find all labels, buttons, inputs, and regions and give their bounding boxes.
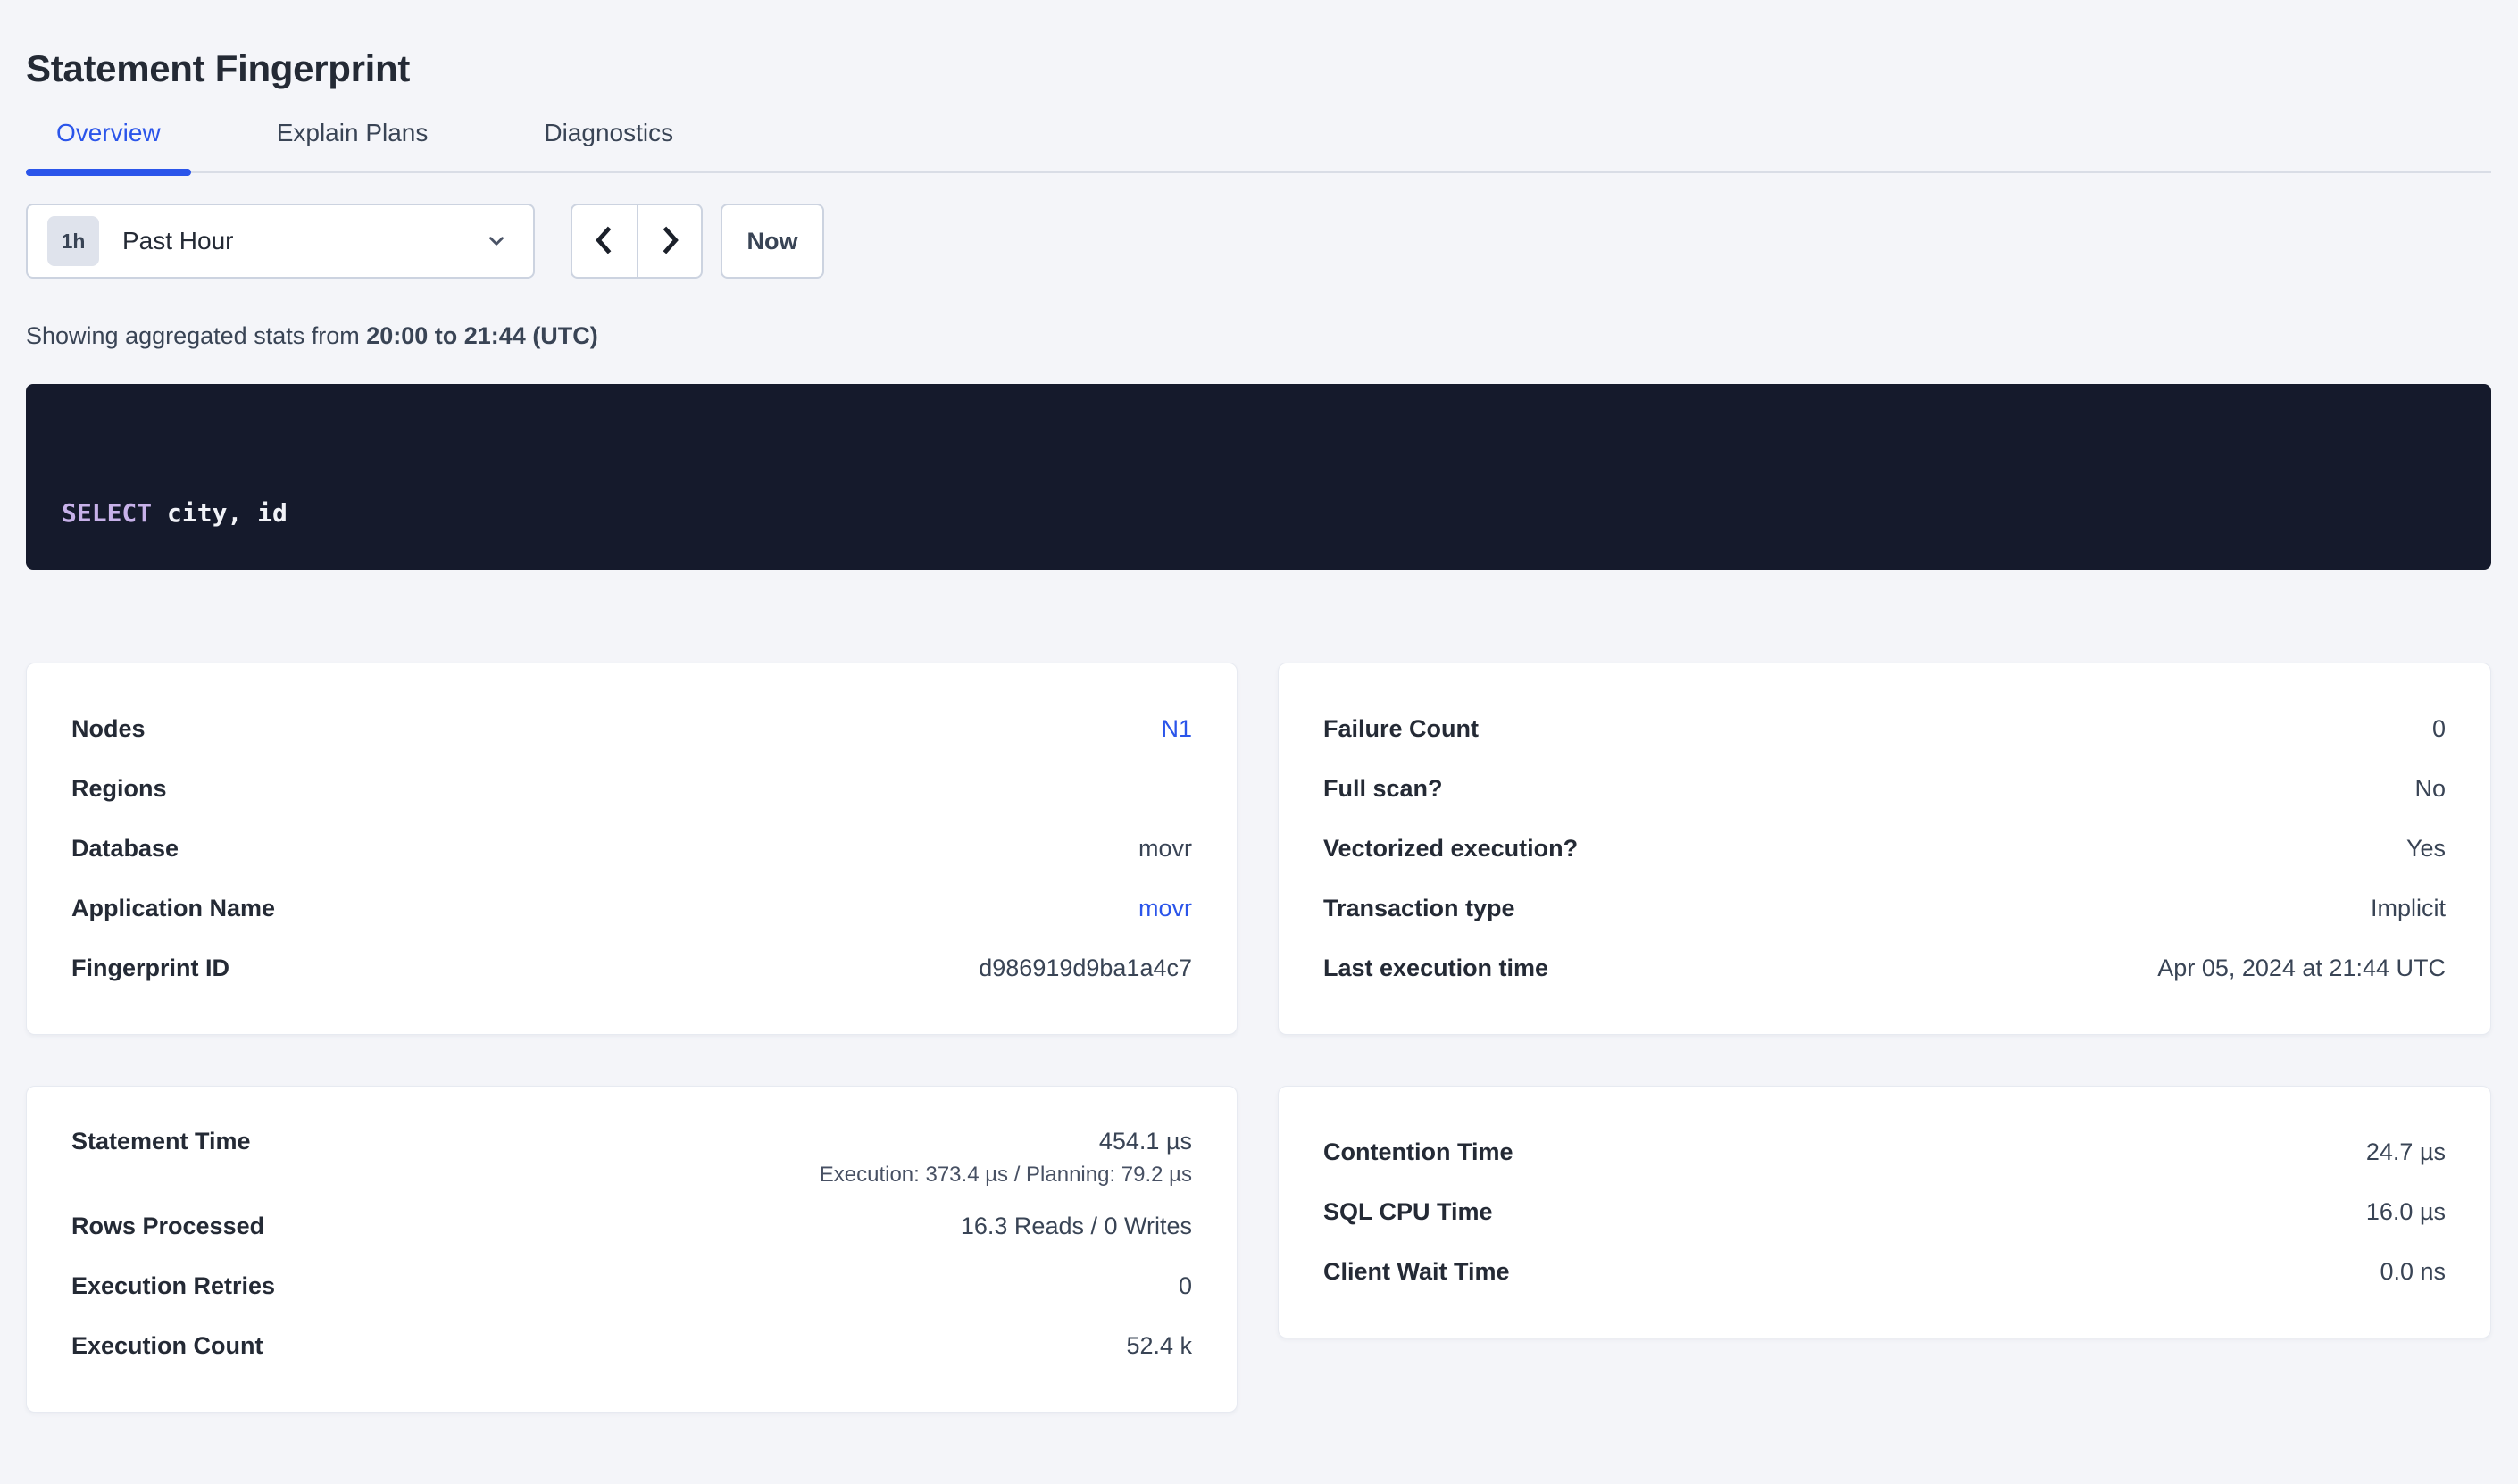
timing-stats-card: Statement Time 454.1 µs Execution: 373.4… (26, 1086, 1238, 1413)
aggregation-stats-line: Showing aggregated stats from 20:00 to 2… (26, 321, 2491, 350)
detail-row-nodes: Nodes N1 (71, 699, 1192, 759)
contention-row-sql-cpu-time: SQL CPU Time 16.0 µs (1323, 1182, 2446, 1242)
row-label: Application Name (71, 895, 276, 921)
timing-row-statement-time: Statement Time 454.1 µs Execution: 373.4… (71, 1122, 1192, 1196)
row-value: movr (1138, 835, 1192, 862)
page-title: Statement Fingerprint (26, 47, 411, 89)
statement-time-value: 454.1 µs (1098, 1128, 1192, 1155)
statement-time-breakdown: Execution: 373.4 µs / Planning: 79.2 µs (819, 1163, 1192, 1187)
attr-row-last-execution-time: Last execution time Apr 05, 2024 at 21:4… (1323, 938, 2446, 998)
timing-row-rows-processed: Rows Processed 16.3 Reads / 0 Writes (71, 1196, 1192, 1256)
chevron-down-icon (485, 229, 508, 253)
nodes-link[interactable]: N1 (1161, 715, 1192, 742)
attr-row-transaction-type: Transaction type Implicit (1323, 879, 2446, 938)
application-name-link[interactable]: movr (1138, 895, 1192, 921)
row-label: Fingerprint ID (71, 955, 229, 981)
row-label: Execution Retries (71, 1272, 276, 1299)
row-label: Full scan? (1323, 775, 1443, 802)
row-label: Execution Count (71, 1332, 263, 1359)
row-label: SQL CPU Time (1323, 1198, 1493, 1225)
row-value: Apr 05, 2024 at 21:44 UTC (2157, 955, 2446, 981)
timing-row-execution-retries: Execution Retries 0 (71, 1256, 1192, 1316)
row-label: Client Wait Time (1323, 1258, 1510, 1285)
row-value: 0.0 ns (2380, 1258, 2446, 1285)
detail-row-database: Database movr (71, 819, 1192, 879)
row-value: Yes (2405, 835, 2446, 862)
row-value: 0 (2431, 715, 2446, 742)
row-value: 0 (1178, 1272, 1192, 1299)
attr-row-failure-count: Failure Count 0 (1323, 699, 2446, 759)
row-label: Database (71, 835, 179, 862)
detail-row-application-name: Application Name movr (71, 879, 1192, 938)
sql-text: city, id (152, 498, 288, 528)
row-label: Rows Processed (71, 1213, 265, 1239)
statement-fingerprint-page: Statement Fingerprint Overview Explain P… (0, 46, 2518, 1484)
sql-line: SELECT city, id (62, 493, 2455, 533)
row-value: 16.0 µs (2365, 1198, 2446, 1225)
time-toolbar: 1h Past Hour (26, 204, 2491, 279)
interval-badge: 1h (47, 216, 99, 266)
row-value: 52.4 k (1126, 1332, 1192, 1359)
row-value: Implicit (2370, 895, 2446, 921)
time-nav-group (571, 204, 703, 279)
detail-row-fingerprint-id: Fingerprint ID d986919d9ba1a4c7 (71, 938, 1192, 998)
timing-row-execution-count: Execution Count 52.4 k (71, 1316, 1192, 1376)
row-label: Transaction type (1323, 895, 1515, 921)
execution-attributes-card: Failure Count 0 Full scan? No Vectorized… (1278, 663, 2491, 1035)
aggregation-stats-prefix: Showing aggregated stats from (26, 322, 367, 349)
tab-overview[interactable]: Overview (26, 118, 191, 176)
sql-keyword: SELECT (62, 498, 153, 528)
row-value: d986919d9ba1a4c7 (979, 955, 1192, 981)
chevron-left-icon (590, 223, 619, 260)
summary-cards-grid: Nodes N1 Regions Database movr Applicati… (26, 663, 2491, 1413)
sql-statement-box: SELECT city, id FROM vehicles WHERE city… (26, 384, 2491, 570)
row-label: Nodes (71, 715, 146, 742)
detail-row-regions: Regions (71, 759, 1192, 819)
row-label: Regions (71, 775, 167, 802)
contention-row-contention-time: Contention Time 24.7 µs (1323, 1122, 2446, 1182)
contention-stats-card: Contention Time 24.7 µs SQL CPU Time 16.… (1278, 1086, 2491, 1338)
attr-row-full-scan: Full scan? No (1323, 759, 2446, 819)
tab-diagnostics[interactable]: Diagnostics (544, 119, 674, 146)
row-value: No (2414, 775, 2446, 802)
tab-explain-plans[interactable]: Explain Plans (276, 119, 429, 146)
attr-row-vectorized: Vectorized execution? Yes (1323, 819, 2446, 879)
time-range-select[interactable]: 1h Past Hour (26, 204, 535, 279)
row-value: 24.7 µs (2365, 1138, 2446, 1165)
aggregation-stats-range: 20:00 to 21:44 (UTC) (366, 322, 598, 349)
contention-row-client-wait-time: Client Wait Time 0.0 ns (1323, 1242, 2446, 1302)
row-label: Contention Time (1323, 1138, 1513, 1165)
row-label: Statement Time (71, 1128, 251, 1155)
time-range-label: Past Hour (122, 227, 234, 254)
tab-bar: Overview Explain Plans Diagnostics (26, 118, 2491, 176)
row-label: Failure Count (1323, 715, 1479, 742)
prev-time-button[interactable] (572, 205, 637, 277)
row-label: Last execution time (1323, 955, 1549, 981)
now-button[interactable]: Now (721, 204, 824, 279)
row-value: 16.3 Reads / 0 Writes (960, 1213, 1192, 1239)
row-label: Vectorized execution? (1323, 835, 1579, 862)
statement-details-card: Nodes N1 Regions Database movr Applicati… (26, 663, 1238, 1035)
next-time-button[interactable] (637, 205, 701, 277)
chevron-right-icon (655, 223, 684, 260)
